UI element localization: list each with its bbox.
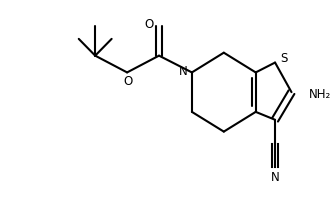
Text: O: O (123, 75, 133, 88)
Text: N: N (179, 65, 187, 78)
Text: NH₂: NH₂ (309, 88, 331, 101)
Text: O: O (145, 18, 154, 30)
Text: N: N (271, 171, 280, 185)
Text: S: S (280, 52, 288, 65)
